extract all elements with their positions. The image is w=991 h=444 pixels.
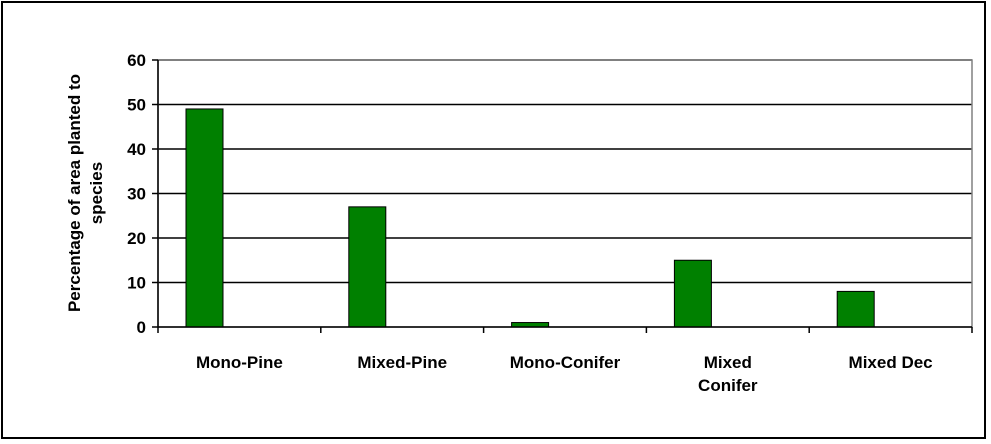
- x-category-labels: Mono-Pine Mixed-Pine Mono-Conifer Mixed Coni…: [196, 353, 933, 395]
- y-tick-label: 30: [127, 185, 146, 204]
- y-tick-labels: 0 10 20 30 40 50 60: [127, 51, 146, 337]
- bar-mixed-pine: [348, 206, 387, 328]
- y-tick-label: 50: [127, 96, 146, 115]
- y-tick-label: 0: [137, 318, 146, 337]
- bars: [185, 108, 875, 328]
- bar-mixed-dec: [836, 290, 875, 328]
- y-tick-label: 10: [127, 274, 146, 293]
- y-tick-label: 60: [127, 51, 146, 70]
- y-axis-title: Percentage of area planted to species: [65, 74, 106, 312]
- x-category-label: Mixed-Pine: [357, 353, 447, 372]
- x-category-label: Mono-Pine: [196, 353, 283, 372]
- y-tick-label: 40: [127, 140, 146, 159]
- axes: [152, 59, 973, 333]
- gridlines: [158, 59, 972, 284]
- x-category-label: Mixed Conifer: [698, 353, 758, 395]
- x-category-label: Mixed Dec: [849, 353, 933, 372]
- bar-mono-pine: [185, 108, 224, 328]
- bar-mixed-conifer: [673, 259, 712, 328]
- x-category-label: Mono-Conifer: [510, 353, 621, 372]
- y-tick-label: 20: [127, 229, 146, 248]
